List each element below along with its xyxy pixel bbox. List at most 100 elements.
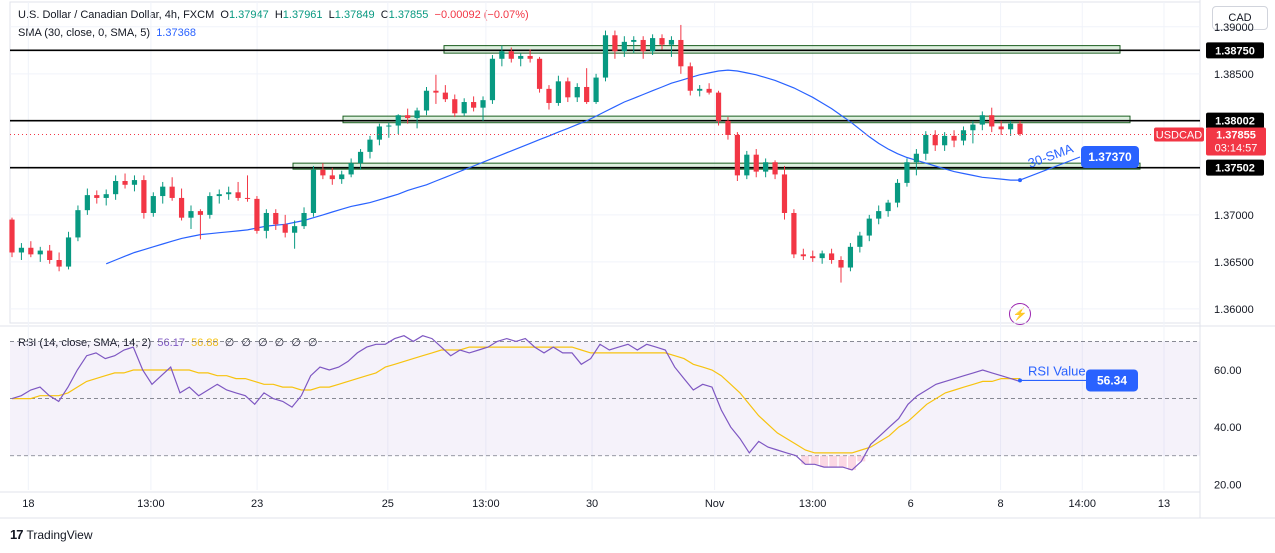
replay-icon[interactable]: ⚡ (1009, 303, 1031, 325)
candle-body (744, 154, 750, 176)
candle-body (942, 135, 948, 146)
rsi-badge (1086, 369, 1138, 392)
candle-body (103, 194, 109, 198)
rsi-empty-values: ∅ ∅ ∅ ∅ ∅ ∅ (224, 337, 320, 349)
candle-body (226, 192, 232, 195)
candle-body (310, 169, 317, 213)
candle-body (772, 162, 778, 175)
candle-body (47, 250, 53, 260)
rsi-sma-value: 56.88 (191, 337, 219, 349)
candle-body (781, 174, 788, 213)
symbol-title: U.S. Dollar / Canadian Dollar, 4h, FXCM (18, 9, 215, 21)
change-value: −0.00092 (−0.07%) (434, 9, 529, 21)
candle-body (659, 38, 665, 45)
candle-body (602, 35, 609, 78)
rsi-badge-label: 56.34 (1097, 373, 1127, 387)
brand-label: TradingView (26, 527, 93, 542)
candle-body (442, 92, 448, 100)
candle-body (574, 86, 580, 98)
candle-body (9, 219, 15, 253)
sma-badge-label: 1.37370 (1088, 150, 1132, 164)
candle-body (593, 77, 599, 103)
candle-body (970, 124, 976, 131)
candle-body (94, 195, 100, 198)
level-label: 1.37502 (1215, 163, 1255, 175)
time-tick-label: Nov (705, 498, 725, 510)
candle-body (923, 134, 929, 154)
rsi-tick-label: 40.00 (1214, 422, 1242, 434)
candle-body (160, 186, 166, 197)
candle-body (697, 88, 703, 91)
candle-body (706, 88, 712, 93)
candle-body (857, 235, 863, 247)
candle-body (169, 186, 175, 198)
candle-body (405, 115, 411, 119)
candle-body (819, 253, 825, 259)
candle-body (913, 153, 919, 163)
sma-header: SMA (30, close, 0, SMA, 5) 1.37368 (18, 27, 196, 39)
candle-body (254, 198, 260, 231)
candle-body (339, 174, 345, 180)
candle-body (508, 51, 514, 59)
candle-body (65, 237, 72, 267)
candle-body (75, 210, 81, 238)
candle-body (715, 92, 722, 121)
candle-body (584, 86, 590, 103)
current-price-label: 1.37855 (1216, 129, 1256, 141)
candle-body (367, 139, 373, 152)
price-tick-label: 1.38500 (1214, 69, 1254, 81)
time-tick-label: 6 (908, 498, 914, 510)
candle-body (989, 115, 995, 127)
candle-body (555, 81, 561, 103)
candle-body (480, 100, 486, 108)
candle-body (292, 226, 298, 233)
candle-body (998, 126, 1004, 130)
candle-body (734, 134, 740, 176)
candle-body (122, 181, 128, 185)
rsi-label: RSI (14, close, SMA, 14, 2) (18, 337, 152, 349)
candle-body (687, 66, 693, 91)
candle-body (979, 115, 985, 125)
candle-body (37, 250, 43, 255)
candle-body (640, 39, 646, 52)
rsi-tick-label: 60.00 (1214, 365, 1242, 377)
candle-body (235, 192, 241, 198)
candle-body (876, 211, 882, 219)
candle-body (178, 197, 185, 218)
candle-body (960, 130, 967, 141)
tradingview-brand[interactable]: 17 TradingView (10, 527, 93, 542)
rsi-line (11, 335, 1021, 471)
candle-body (18, 247, 25, 253)
sma-pointer-line (1019, 156, 1081, 181)
time-tick-label: 13 (1158, 498, 1170, 510)
candle-body (244, 197, 251, 199)
candle-body (828, 253, 835, 260)
currency-button[interactable]: CAD (1212, 6, 1268, 30)
candle-body (631, 39, 637, 42)
candle-body (499, 51, 505, 59)
support-resistance-zone (443, 45, 1121, 54)
close-value: 1.37855 (388, 9, 429, 21)
chart-header: U.S. Dollar / Canadian Dollar, 4h, FXCM … (18, 9, 529, 21)
rsi-oversold-fill (801, 455, 866, 470)
level-badge (1206, 159, 1264, 176)
candle-body (329, 175, 335, 180)
close-label: C (380, 9, 389, 21)
low-value: 1.37849 (334, 9, 375, 21)
candle-body (536, 58, 543, 89)
candle-body (885, 202, 891, 212)
rsi-tick-label: 20.00 (1214, 479, 1242, 491)
price-tick-label: 1.39000 (1214, 22, 1254, 34)
candle-body (216, 194, 222, 197)
candle-body (838, 260, 844, 268)
candle-body (1017, 123, 1023, 134)
candle-body (433, 90, 439, 93)
time-tick-label: 25 (382, 498, 394, 510)
candle-body (791, 212, 797, 255)
candle-body (518, 55, 524, 59)
rsi-value: 56.17 (157, 337, 185, 349)
candle-body (273, 212, 279, 225)
candle-body (56, 260, 62, 267)
level-label: 1.38002 (1215, 116, 1255, 128)
